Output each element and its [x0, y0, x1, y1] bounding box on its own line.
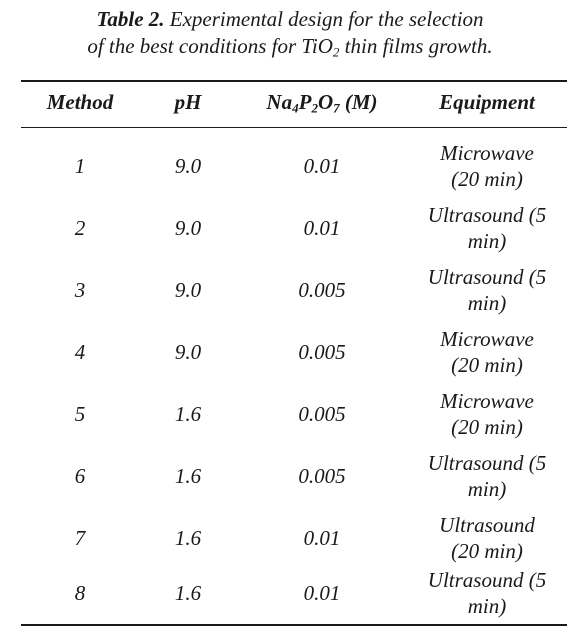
cell-method: 6	[74, 463, 86, 488]
cell-ph: 9.0	[174, 215, 202, 240]
cell-method: 5	[74, 401, 86, 426]
table-row: 3 9.0 0.005 Ultrasound (5 min)	[21, 259, 567, 321]
cell-na4p2o7: 0.005	[298, 277, 346, 302]
header-na4p2o7: Na4P2O7 (M)	[266, 90, 378, 116]
table-row: 7 1.6 0.01 Ultrasound (20 min)	[21, 507, 567, 569]
table-row: 1 9.0 0.01 Microwave (20 min)	[21, 135, 567, 197]
cell-method: 2	[74, 215, 86, 240]
cell-ph: 1.6	[174, 463, 202, 488]
cell-equipment: Ultrasound (5 min)	[427, 568, 547, 618]
cell-ph: 1.6	[174, 580, 202, 605]
table-row: 2 9.0 0.01 Ultrasound (5 min)	[21, 197, 567, 259]
caption-label: Table 2.	[96, 7, 165, 31]
table-bottom-rule	[21, 624, 567, 626]
cell-equipment: Microwave (20 min)	[440, 141, 534, 191]
table-row: 8 1.6 0.01 Ultrasound (5 min)	[21, 562, 567, 624]
caption-line-1: Table 2. Experimental design for the sel…	[0, 6, 580, 33]
cell-na4p2o7: 0.005	[298, 463, 346, 488]
cell-na4p2o7: 0.01	[303, 525, 341, 550]
cell-method: 3	[74, 277, 86, 302]
cell-ph: 9.0	[174, 339, 202, 364]
cell-na4p2o7: 0.01	[303, 153, 341, 178]
cell-method: 7	[74, 525, 86, 550]
cell-ph: 9.0	[174, 153, 202, 178]
cell-equipment: Microwave (20 min)	[440, 327, 534, 377]
caption-subscript: 2	[332, 44, 340, 60]
table-row: 5 1.6 0.005 Microwave (20 min)	[21, 383, 567, 445]
table-row: 6 1.6 0.005 Ultrasound (5 min)	[21, 445, 567, 507]
table-header-rule	[21, 127, 567, 128]
cell-method: 1	[74, 153, 86, 178]
caption-text-1: Experimental design for the selection	[169, 7, 484, 31]
cell-method: 8	[74, 580, 86, 605]
caption-text-2: of the best conditions for TiO	[87, 34, 333, 58]
cell-na4p2o7: 0.005	[298, 401, 346, 426]
cell-ph: 1.6	[174, 401, 202, 426]
table-row: 4 9.0 0.005 Microwave (20 min)	[21, 321, 567, 383]
header-ph: pH	[174, 90, 202, 114]
cell-na4p2o7: 0.01	[303, 580, 341, 605]
cell-method: 4	[74, 339, 86, 364]
caption-text-3: thin films growth.	[339, 34, 493, 58]
cell-equipment: Microwave (20 min)	[440, 389, 534, 439]
cell-ph: 9.0	[174, 277, 202, 302]
table-top-rule	[21, 80, 567, 82]
cell-equipment: Ultrasound (5 min)	[427, 203, 547, 253]
header-equipment: Equipment	[439, 90, 535, 114]
cell-equipment: Ultrasound (5 min)	[427, 451, 547, 501]
header-method: Method	[46, 90, 114, 114]
cell-na4p2o7: 0.005	[298, 339, 346, 364]
table-caption: Table 2. Experimental design for the sel…	[0, 6, 580, 65]
cell-equipment: Ultrasound (20 min)	[439, 513, 535, 563]
cell-equipment: Ultrasound (5 min)	[427, 265, 547, 315]
cell-na4p2o7: 0.01	[303, 215, 341, 240]
cell-ph: 1.6	[174, 525, 202, 550]
caption-line-2: of the best conditions for TiO2 thin fil…	[0, 33, 580, 65]
